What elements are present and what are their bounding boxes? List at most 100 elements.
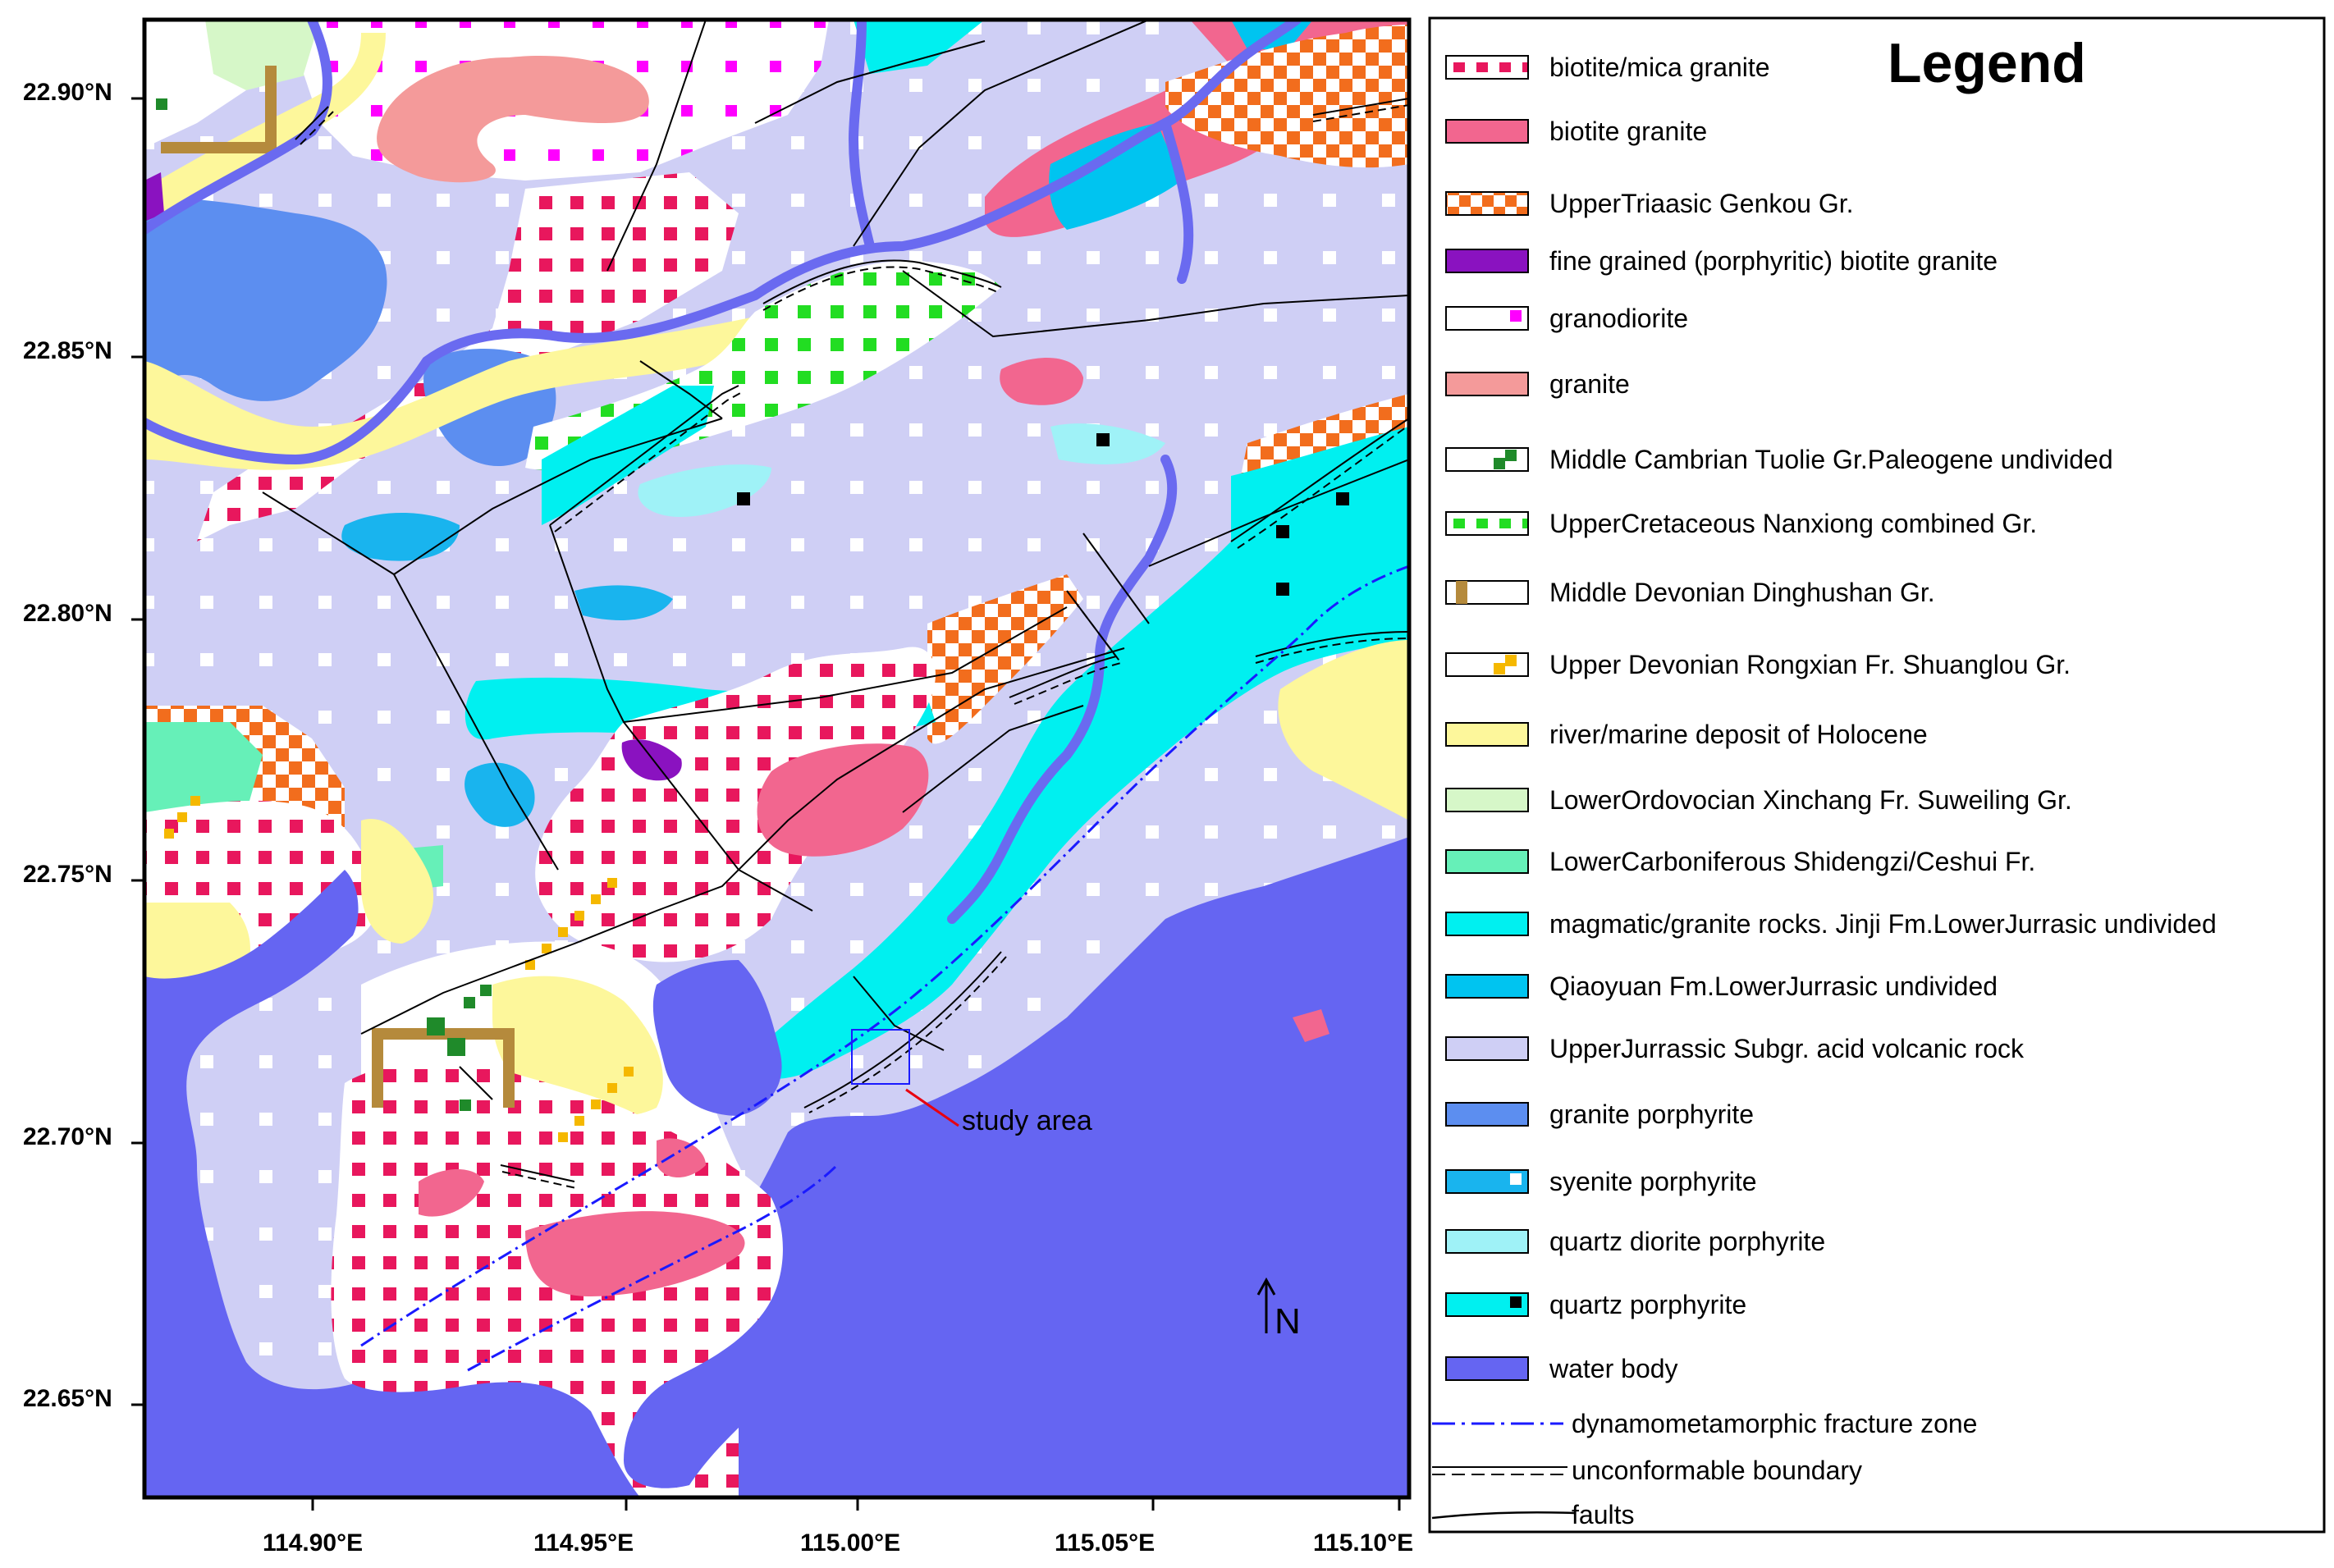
legend-label: Middle Devonian Dinghushan Gr. (1549, 578, 1935, 607)
legend-label: Qiaoyuan Fm.LowerJurrasic undivided (1549, 971, 1998, 1001)
north-label: N (1275, 1301, 1301, 1342)
legend-line-item: unconformable boundary (1432, 1456, 1862, 1485)
legend-item: UpperTriaasic Genkou Gr. (1445, 189, 1854, 218)
legend-swatch-mark (1510, 1296, 1522, 1308)
unit-syenite-sw (465, 762, 535, 827)
legend-item: granite porphyrite (1445, 1099, 1754, 1129)
lat-label-22-70: 22.70°N (23, 1123, 112, 1150)
unit-syenite-west (341, 513, 460, 561)
unit-holocene-sw (144, 903, 250, 985)
legend-label: granite (1549, 369, 1630, 399)
legend-item: Qiaoyuan Fm.LowerJurrasic undivided (1445, 971, 1998, 1001)
legend-label: Middle Cambrian Tuolie Gr.Paleogene undi… (1549, 445, 2113, 474)
legend-swatch (1445, 249, 1529, 273)
legend-swatch (1445, 511, 1529, 536)
legend-label: quartz porphyrite (1549, 1290, 1746, 1319)
legend-item: magmatic/granite rocks. Jinji Fm.LowerJu… (1445, 909, 2217, 939)
legend-line-item: faults (1431, 1500, 1634, 1529)
legend-label: river/marine deposit of Holocene (1549, 720, 1928, 749)
study-area-pointer (905, 1088, 959, 1127)
legend-label: granodiorite (1549, 304, 1688, 333)
legend-lines: dynamometamorphic fracture zone unconform… (1431, 1409, 1977, 1529)
latitude-axis: 22.90°N 22.85°N 22.80°N 22.75°N 22.70°N … (23, 79, 144, 1412)
legend-items: biotite/mica granite biotite granite Upper… (1445, 53, 2217, 1383)
legend-label: quartz diorite porphyrite (1549, 1227, 1825, 1256)
unit-magmatic-top (854, 20, 985, 74)
legend-line-item: dynamometamorphic fracture zone (1432, 1409, 1977, 1438)
unit-granite-porphyrite-west (144, 197, 387, 401)
lat-label-22-90: 22.90°N (23, 79, 112, 106)
unit-upper-triassic-ne (1165, 25, 1409, 168)
unit-holocene-river-band (144, 271, 903, 470)
legend-item: granite (1445, 369, 1630, 399)
unit-quartz-porphyrite-markers (737, 433, 1349, 596)
legend-swatch (1445, 974, 1529, 999)
longitude-axis: 114.90°E 114.95°E 115.00°E 115.05°E 115.… (263, 1497, 1413, 1557)
unit-biotite-granite-small-se (1293, 1009, 1329, 1042)
legend-label: water body (1549, 1354, 1678, 1383)
legend-swatch-mark (1505, 450, 1517, 461)
legend-label: LowerCarboniferous Shidengzi/Ceshui Fr. (1549, 847, 2035, 876)
legend-swatch (1445, 722, 1529, 747)
unit-magmatic-jinji-north (542, 386, 714, 525)
north-arrow: N (1256, 1277, 1301, 1342)
unit-fine-grained-biotite-granite (621, 739, 682, 781)
legend-label: biotite granite (1549, 117, 1707, 146)
rivers (144, 20, 1302, 924)
legend-item: granodiorite (1445, 304, 1688, 333)
legend-swatch (1445, 1229, 1529, 1254)
legend-swatch-mark (1505, 655, 1517, 666)
legend-swatch (1445, 1036, 1529, 1061)
legend-item: biotite granite (1445, 117, 1707, 146)
legend-label: granite porphyrite (1549, 1099, 1754, 1129)
legend-swatch (1445, 912, 1529, 936)
lon-label-114-90: 114.90°E (263, 1529, 363, 1557)
legend-label: biotite/mica granite (1549, 53, 1770, 82)
lon-label-115-05: 115.05°E (1055, 1529, 1155, 1557)
legend-swatch-mark (1494, 663, 1505, 674)
legend-item: quartz porphyrite (1445, 1290, 1746, 1319)
unit-fine-grained-west (144, 172, 164, 222)
legend-label: fine grained (porphyritic) biotite grani… (1549, 246, 1998, 276)
legend-item: UpperCretaceous Nanxiong combined Gr. (1445, 509, 2037, 538)
legend-label: magmatic/granite rocks. Jinji Fm.LowerJu… (1549, 909, 2217, 939)
legend-swatch (1445, 1356, 1529, 1381)
legend-item: biotite/mica granite (1445, 53, 1770, 82)
legend-label: LowerOrdovocian Xinchang Fr. Suweiling G… (1549, 785, 2072, 815)
legend-label: syenite porphyrite (1549, 1167, 1757, 1196)
legend-label: UpperCretaceous Nanxiong combined Gr. (1549, 509, 2037, 538)
unit-biotite-granite-small (1000, 358, 1083, 405)
unit-water-inlet (652, 960, 782, 1116)
legend-item: fine grained (porphyritic) biotite grani… (1445, 246, 1998, 276)
legend-line-label: unconformable boundary (1572, 1456, 1862, 1485)
lat-label-22-75: 22.75°N (23, 861, 112, 888)
legend-item: water body (1445, 1354, 1678, 1383)
unit-qiaoyuan-ne (1049, 123, 1182, 230)
unit-middle-devonian-nw (161, 66, 277, 153)
dynamometamorphic-fracture-zone (360, 565, 1409, 1372)
legend-item: syenite porphyrite (1445, 1167, 1757, 1196)
unit-granite-south (525, 1211, 745, 1296)
legend-item: LowerOrdovocian Xinchang Fr. Suweiling G… (1445, 785, 2072, 815)
legend-swatch (1445, 788, 1529, 812)
legend-swatch (1445, 372, 1529, 396)
unit-middle-cambrian-markers (156, 98, 492, 1111)
lon-label-114-95: 114.95°E (533, 1529, 634, 1557)
unit-holocene-se (1278, 640, 1409, 821)
legend-line-label: faults (1572, 1500, 1634, 1529)
legend-swatch-mark (1456, 581, 1467, 604)
unit-syenite-center (574, 585, 673, 620)
lat-label-22-85: 22.85°N (23, 337, 112, 364)
unit-water-body (144, 837, 1409, 1497)
study-area-box[interactable] (851, 1029, 910, 1085)
legend-swatch (1445, 191, 1529, 216)
unit-granite-south-w (419, 1169, 484, 1217)
legend-label: Upper Devonian Rongxian Fr. Shuanglou Gr… (1549, 650, 2071, 679)
legend-line-sample (1431, 1511, 1575, 1520)
study-area-label: study area (962, 1105, 1092, 1136)
lon-label-115-00: 115.00°E (800, 1529, 900, 1557)
faults (262, 20, 1409, 1051)
unit-holocene-sw2 (361, 819, 434, 944)
map-area (144, 20, 1409, 1497)
legend-line-label: dynamometamorphic fracture zone (1572, 1409, 1977, 1438)
